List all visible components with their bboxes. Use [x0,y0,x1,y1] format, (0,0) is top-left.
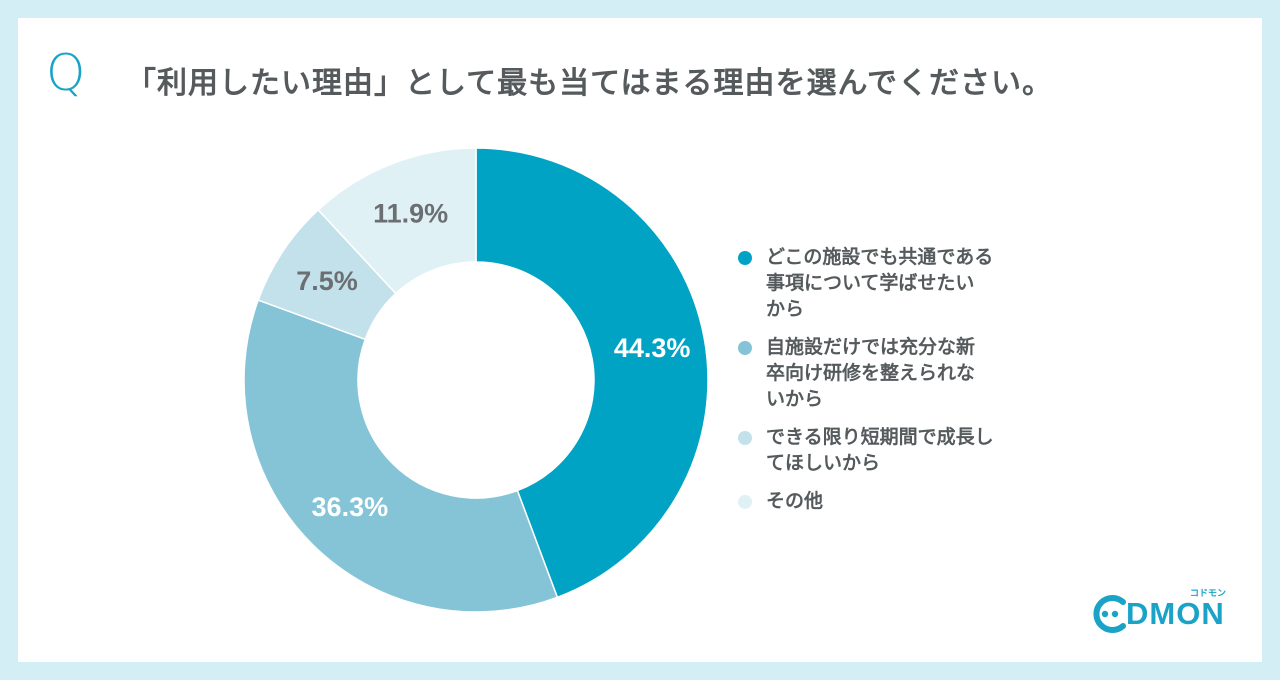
donut-slice-2 [243,299,559,613]
slice-label-3: 7.5% [296,266,358,296]
slice-label-1: 44.3% [614,333,691,363]
slice-label-2: 36.3% [312,492,389,522]
legend-swatch-1 [738,251,752,265]
logo-wordmark: DMON [1126,596,1225,631]
legend-label-line: どこの施設でも共通である [766,246,994,268]
legend-label-line: てほしいから [766,452,881,474]
legend-swatch-2 [738,341,752,355]
legend-item-3: できる限り短期間で成長し てほしいから [738,424,1038,476]
donut-slice-1 [475,147,709,599]
question-title: 「利用したい理由」として最も当てはまる理由を選んでください。 [126,66,1053,101]
legend-label-line: その他 [766,490,824,512]
donut-slice-4 [317,147,477,295]
legend-swatch-3 [738,431,752,445]
legend-label-line: 卒向け研修を整えられな [766,362,976,384]
donut-chart: 44.3% 36.3% 7.5% 11.9% [243,147,709,613]
legend-item-1: どこの施設でも共通である 事項について学ばせたい から [738,244,1038,322]
chart-card: Q 「利用したい理由」として最も当てはまる理由を選んでください。 44.3% 36… [18,18,1262,662]
legend-label-line: できる限り短期間で成長し [766,426,994,448]
logo-subtext: コドモン [1190,589,1227,599]
legend-label-line: から [766,298,805,320]
legend-label-line: 事項について学ばせたい [766,272,975,294]
legend-item-4: その他 [738,488,1038,514]
legend-swatch-4 [738,495,752,509]
legend-label-line: いから [766,388,824,410]
question-mark-label: Q [46,44,86,102]
slice-label-4: 11.9% [373,198,448,228]
logo-face-icon [1093,595,1126,633]
legend-item-2: 自施設だけでは充分な新 卒向け研修を整えられな いから [738,334,1038,412]
legend: どこの施設でも共通である 事項について学ばせたい から 自施設だけでは充分な新 卒向け研… [738,244,1038,526]
legend-label-line: 自施設だけでは充分な新 [766,336,976,358]
codmon-logo: DMON コドモン [1090,589,1240,640]
